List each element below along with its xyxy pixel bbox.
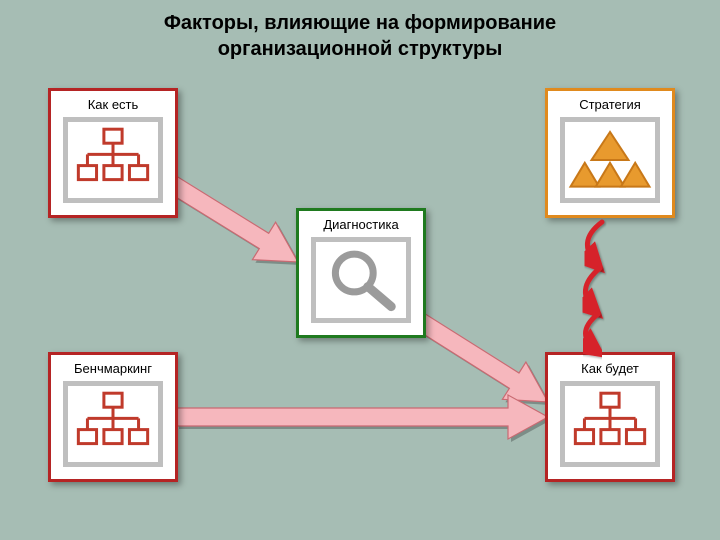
curved-arrow-s2 [585, 268, 600, 312]
curved-arrow-s1 [587, 222, 602, 266]
curved-arrow-s3 [586, 314, 599, 352]
